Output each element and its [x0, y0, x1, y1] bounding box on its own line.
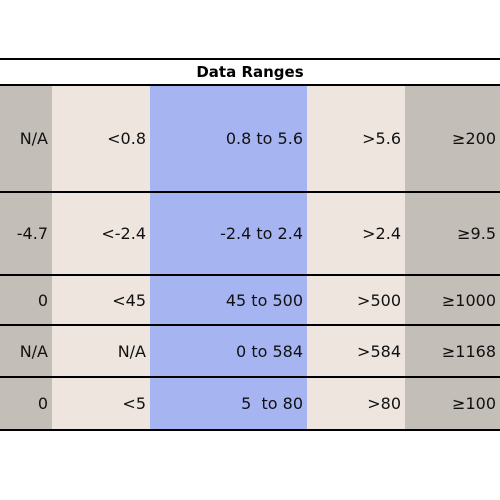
table-cell: >80	[307, 377, 405, 430]
table-cell: 0	[0, 275, 52, 325]
table-cell: <45	[52, 275, 150, 325]
table-cell: ≥1168	[405, 325, 500, 377]
table-cell: N/A	[0, 85, 52, 192]
table-cell: ≥100	[405, 377, 500, 430]
row-border	[0, 376, 500, 378]
table-cell: N/A	[52, 325, 150, 377]
table-cell: >500	[307, 275, 405, 325]
table-cell: -2.4 to 2.4	[150, 192, 307, 275]
row-border	[0, 58, 500, 60]
table-cell: 45 to 500	[150, 275, 307, 325]
table-cell: <0.8	[52, 85, 150, 192]
table-cell: >2.4	[307, 192, 405, 275]
row-border	[0, 191, 500, 193]
table-cell: N/A	[0, 325, 52, 377]
table-cell: <5	[52, 377, 150, 430]
table-title: Data Ranges	[196, 63, 304, 81]
table-cell: 0.8 to 5.6	[150, 85, 307, 192]
table-cell: >5.6	[307, 85, 405, 192]
table-cell: -4.7	[0, 192, 52, 275]
table-cell: 5 to 80	[150, 377, 307, 430]
table-cell: ≥200	[405, 85, 500, 192]
row-border	[0, 324, 500, 326]
table-cell: 0 to 584	[150, 325, 307, 377]
table-cell: ≥9.5	[405, 192, 500, 275]
table-cell: >584	[307, 325, 405, 377]
row-border	[0, 429, 500, 431]
table-cell: <-2.4	[52, 192, 150, 275]
row-border	[0, 274, 500, 276]
row-border	[0, 84, 500, 86]
table-cell: 0	[0, 377, 52, 430]
table-cell: ≥1000	[405, 275, 500, 325]
